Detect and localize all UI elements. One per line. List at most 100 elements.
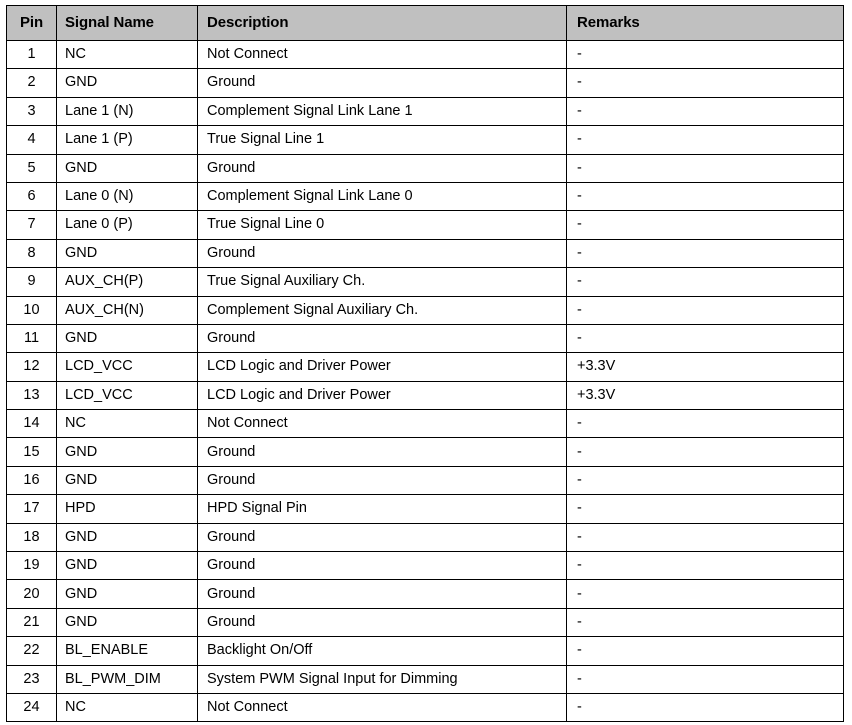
cell-signal-name: NC	[56, 409, 198, 439]
cell-signal-name: Lane 1 (N)	[56, 96, 198, 127]
cell-pin-number: 6	[6, 181, 57, 212]
cell-remarks: -	[566, 210, 844, 240]
cell-pin-number: 24	[6, 692, 57, 723]
cell-description: Ground	[197, 607, 567, 638]
cell-pin-number: 17	[6, 494, 57, 524]
cell-pin-number: 5	[6, 153, 57, 183]
cell-signal-name: GND	[56, 579, 198, 609]
cell-remarks: -	[566, 636, 844, 666]
cell-signal-name: Lane 0 (N)	[56, 181, 198, 212]
cell-signal-name: GND	[56, 238, 198, 269]
cell-pin-number: 14	[6, 409, 57, 439]
table-row: 19 GND Ground -	[6, 551, 844, 581]
cell-signal-name: NC	[56, 39, 198, 70]
column-header-signal-name: Signal Name	[56, 5, 198, 41]
cell-signal-name: GND	[56, 607, 198, 638]
cell-signal-name: NC	[56, 692, 198, 723]
cell-remarks: -	[566, 238, 844, 269]
cell-pin-number: 21	[6, 607, 57, 638]
cell-signal-name: BL_PWM_DIM	[56, 664, 198, 694]
cell-signal-name: GND	[56, 323, 198, 354]
table-row: 13 LCD_VCC LCD Logic and Driver Power +3.3V	[6, 380, 844, 411]
pin-assignment-table: Pin Signal Name Description Remarks 1 NC N…	[6, 5, 844, 723]
cell-signal-name: GND	[56, 437, 198, 467]
cell-remarks: -	[566, 153, 844, 183]
table-row: 9 AUX_CH(P) True Signal Auxiliary Ch. -	[6, 267, 844, 297]
cell-description: HPD Signal Pin	[197, 494, 567, 524]
table-row: 2 GND Ground -	[6, 68, 844, 98]
cell-description: Ground	[197, 579, 567, 609]
table-body: 1 NC Not Connect -2 GND Ground -3 Lane 1 (N) Com…	[6, 39, 844, 723]
cell-remarks: -	[566, 96, 844, 127]
cell-remarks: -	[566, 692, 844, 723]
cell-pin-number: 1	[6, 39, 57, 70]
cell-signal-name: Lane 1 (P)	[56, 125, 198, 155]
cell-description: Not Connect	[197, 692, 567, 723]
cell-description: Complement Signal Link Lane 1	[197, 96, 567, 127]
cell-pin-number: 23	[6, 664, 57, 694]
cell-remarks: -	[566, 267, 844, 297]
cell-pin-number: 4	[6, 125, 57, 155]
cell-remarks: -	[566, 465, 844, 496]
cell-pin-number: 18	[6, 522, 57, 553]
cell-remarks: -	[566, 181, 844, 212]
cell-signal-name: GND	[56, 522, 198, 553]
table-row: 20 GND Ground -	[6, 579, 844, 609]
cell-description: True Signal Line 0	[197, 210, 567, 240]
cell-description: Ground	[197, 522, 567, 553]
table-row: 24 NC Not Connect -	[6, 692, 844, 723]
cell-remarks: -	[566, 607, 844, 638]
cell-remarks: -	[566, 494, 844, 524]
table-row: 3 Lane 1 (N) Complement Signal Link Lane 1…	[6, 96, 844, 127]
cell-description: Not Connect	[197, 409, 567, 439]
cell-description: Complement Signal Auxiliary Ch.	[197, 295, 567, 325]
table-row: 17 HPD HPD Signal Pin -	[6, 494, 844, 524]
cell-description: LCD Logic and Driver Power	[197, 352, 567, 382]
cell-pin-number: 15	[6, 437, 57, 467]
cell-pin-number: 8	[6, 238, 57, 269]
cell-signal-name: GND	[56, 465, 198, 496]
column-header-remarks: Remarks	[566, 5, 844, 41]
cell-remarks: +3.3V	[566, 352, 844, 382]
cell-remarks: +3.3V	[566, 380, 844, 411]
cell-remarks: -	[566, 68, 844, 98]
table-row: 6 Lane 0 (N) Complement Signal Link Lane 0…	[6, 181, 844, 212]
cell-pin-number: 12	[6, 352, 57, 382]
cell-description: Ground	[197, 551, 567, 581]
cell-remarks: -	[566, 579, 844, 609]
cell-pin-number: 19	[6, 551, 57, 581]
table-row: 16 GND Ground -	[6, 465, 844, 496]
table-header: Pin Signal Name Description Remarks	[6, 5, 844, 41]
cell-description: Ground	[197, 238, 567, 269]
cell-description: True Signal Auxiliary Ch.	[197, 267, 567, 297]
table-row: 11 GND Ground -	[6, 323, 844, 354]
table-row: 23 BL_PWM_DIM System PWM Signal Input for …	[6, 664, 844, 694]
cell-signal-name: LCD_VCC	[56, 380, 198, 411]
table-row: 12 LCD_VCC LCD Logic and Driver Power +3.3V	[6, 352, 844, 382]
cell-description: Ground	[197, 465, 567, 496]
cell-remarks: -	[566, 409, 844, 439]
table-row: 5 GND Ground -	[6, 153, 844, 183]
cell-description: Ground	[197, 323, 567, 354]
cell-description: Complement Signal Link Lane 0	[197, 181, 567, 212]
cell-pin-number: 20	[6, 579, 57, 609]
cell-description: System PWM Signal Input for Dimming	[197, 664, 567, 694]
cell-remarks: -	[566, 295, 844, 325]
table-row: 8 GND Ground -	[6, 238, 844, 269]
table-row: 7 Lane 0 (P) True Signal Line 0-	[6, 210, 844, 240]
cell-description: LCD Logic and Driver Power	[197, 380, 567, 411]
cell-remarks: -	[566, 437, 844, 467]
cell-signal-name: GND	[56, 153, 198, 183]
table-row: 15 GND Ground -	[6, 437, 844, 467]
cell-remarks: -	[566, 125, 844, 155]
table-row: 1 NC Not Connect -	[6, 39, 844, 70]
pin-table-container: Pin Signal Name Description Remarks 1 NC N…	[6, 5, 844, 723]
cell-pin-number: 9	[6, 267, 57, 297]
cell-remarks: -	[566, 39, 844, 70]
cell-pin-number: 7	[6, 210, 57, 240]
cell-pin-number: 3	[6, 96, 57, 127]
cell-description: Ground	[197, 153, 567, 183]
table-row: 21 GND Ground -	[6, 607, 844, 638]
table-row: 18 GND Ground -	[6, 522, 844, 553]
